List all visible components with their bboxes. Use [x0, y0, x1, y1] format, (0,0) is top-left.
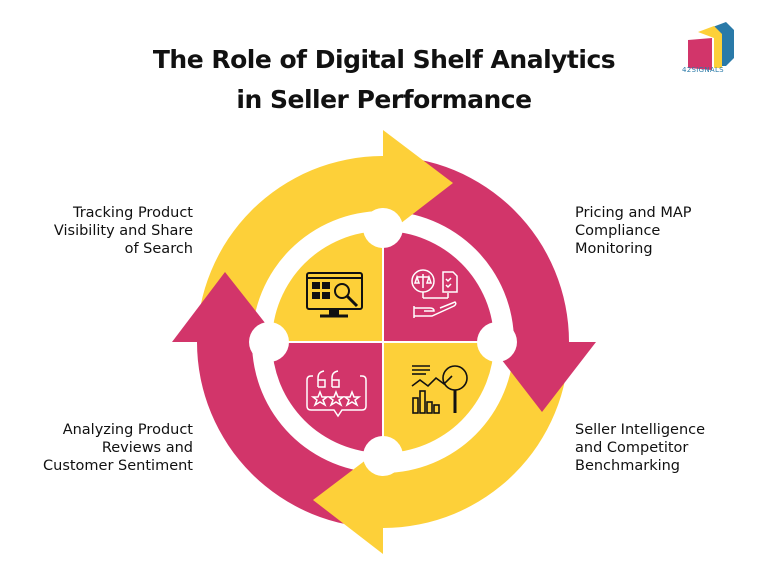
- arrow-band-right: [383, 156, 569, 342]
- puzzle-notch: [477, 322, 517, 362]
- puzzle-notch: [249, 322, 289, 362]
- arrow-band-left: [197, 342, 383, 528]
- quadrant-bottom-right: [383, 342, 494, 453]
- arrowhead-left: [172, 272, 280, 342]
- title-line-1: The Role of Digital Shelf Analytics: [152, 45, 616, 74]
- title-line-2: in Seller Performance: [236, 85, 532, 114]
- arrow-band-top: [197, 156, 383, 342]
- logo-text: 42SIGNALS: [682, 66, 724, 74]
- arrowhead-top: [383, 130, 453, 237]
- arrow-band-bottom: [383, 342, 569, 528]
- quadrant-top-right: [383, 231, 494, 342]
- logo-cube-icon: [688, 22, 734, 70]
- chart-magnifier-icon: [411, 365, 468, 414]
- puzzle-notch: [363, 208, 403, 248]
- puzzle-notch: [363, 436, 403, 476]
- step-label-pricing: Pricing and MAP Compliance Monitoring: [575, 205, 692, 257]
- step-label-reviews: Analyzing Product Reviews and Customer S…: [43, 422, 193, 474]
- page-title: The Role of Digital Shelf Analytics in S…: [0, 40, 768, 120]
- review-stars-icon: [306, 370, 367, 418]
- step-label-visibility: Tracking Product Visibility and Share of…: [53, 205, 193, 257]
- arrowhead-bottom: [313, 447, 383, 554]
- scale-checklist-hand-icon: [411, 269, 458, 318]
- step-label-seller-intelligence: Seller Intelligence and Competitor Bench…: [575, 422, 706, 474]
- monitor-search-icon: [306, 272, 363, 318]
- arrowhead-right: [488, 342, 596, 412]
